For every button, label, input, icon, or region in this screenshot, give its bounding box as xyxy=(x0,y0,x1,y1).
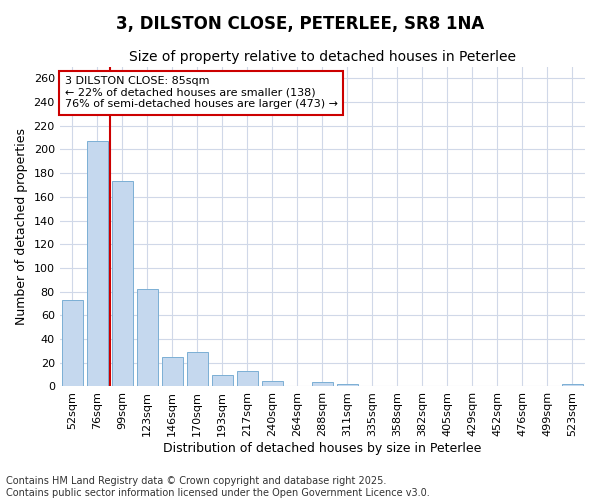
Bar xyxy=(187,352,208,386)
Bar xyxy=(112,182,133,386)
Text: 3, DILSTON CLOSE, PETERLEE, SR8 1NA: 3, DILSTON CLOSE, PETERLEE, SR8 1NA xyxy=(116,15,484,33)
X-axis label: Distribution of detached houses by size in Peterlee: Distribution of detached houses by size … xyxy=(163,442,482,455)
Bar xyxy=(86,141,108,386)
Bar xyxy=(62,300,83,386)
Bar xyxy=(312,382,333,386)
Bar xyxy=(562,384,583,386)
Text: Contains HM Land Registry data © Crown copyright and database right 2025.
Contai: Contains HM Land Registry data © Crown c… xyxy=(6,476,430,498)
Bar xyxy=(212,374,233,386)
Bar xyxy=(161,357,183,386)
Bar xyxy=(137,290,158,386)
Bar xyxy=(262,380,283,386)
Bar xyxy=(337,384,358,386)
Y-axis label: Number of detached properties: Number of detached properties xyxy=(15,128,28,325)
Title: Size of property relative to detached houses in Peterlee: Size of property relative to detached ho… xyxy=(129,50,516,64)
Bar xyxy=(236,371,258,386)
Text: 3 DILSTON CLOSE: 85sqm
← 22% of detached houses are smaller (138)
76% of semi-de: 3 DILSTON CLOSE: 85sqm ← 22% of detached… xyxy=(65,76,338,110)
